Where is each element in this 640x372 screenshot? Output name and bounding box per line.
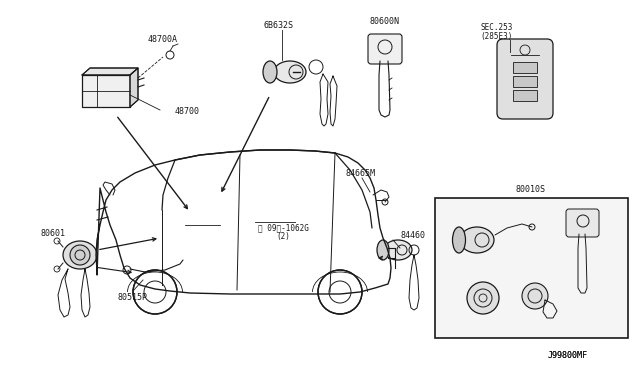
Ellipse shape bbox=[460, 227, 494, 253]
Circle shape bbox=[133, 270, 177, 314]
Text: 80600N: 80600N bbox=[370, 17, 400, 26]
Circle shape bbox=[522, 283, 548, 309]
Text: 48700A: 48700A bbox=[148, 35, 178, 45]
Text: J99800MF: J99800MF bbox=[548, 350, 588, 359]
Ellipse shape bbox=[384, 240, 412, 260]
FancyBboxPatch shape bbox=[497, 39, 553, 119]
Text: 80010S: 80010S bbox=[516, 186, 546, 195]
Text: 48700: 48700 bbox=[175, 108, 200, 116]
Bar bbox=[82, 75, 130, 107]
Text: SEC.253: SEC.253 bbox=[481, 22, 513, 32]
Bar bbox=[513, 90, 537, 101]
Ellipse shape bbox=[274, 61, 306, 83]
Text: 80515P: 80515P bbox=[118, 294, 148, 302]
Text: (285E3): (285E3) bbox=[481, 32, 513, 41]
Polygon shape bbox=[130, 68, 138, 107]
Text: 6B632S: 6B632S bbox=[263, 20, 293, 29]
Circle shape bbox=[318, 270, 362, 314]
Circle shape bbox=[70, 245, 90, 265]
Text: 84460: 84460 bbox=[401, 231, 426, 240]
Text: Ⓑ 09Ⅱ-1062G: Ⓑ 09Ⅱ-1062G bbox=[257, 224, 308, 232]
Ellipse shape bbox=[452, 227, 465, 253]
Bar bbox=[513, 76, 537, 87]
FancyBboxPatch shape bbox=[368, 34, 402, 64]
Bar bbox=[513, 62, 537, 73]
Text: (2): (2) bbox=[276, 232, 290, 241]
Ellipse shape bbox=[263, 61, 277, 83]
Bar bbox=[435, 198, 628, 338]
FancyBboxPatch shape bbox=[566, 209, 599, 237]
Ellipse shape bbox=[63, 241, 97, 269]
Ellipse shape bbox=[377, 240, 389, 260]
Text: J99800MF: J99800MF bbox=[548, 350, 588, 359]
Circle shape bbox=[467, 282, 499, 314]
Text: 84665M: 84665M bbox=[346, 169, 376, 177]
Polygon shape bbox=[82, 68, 138, 75]
Text: 80601: 80601 bbox=[40, 230, 65, 238]
